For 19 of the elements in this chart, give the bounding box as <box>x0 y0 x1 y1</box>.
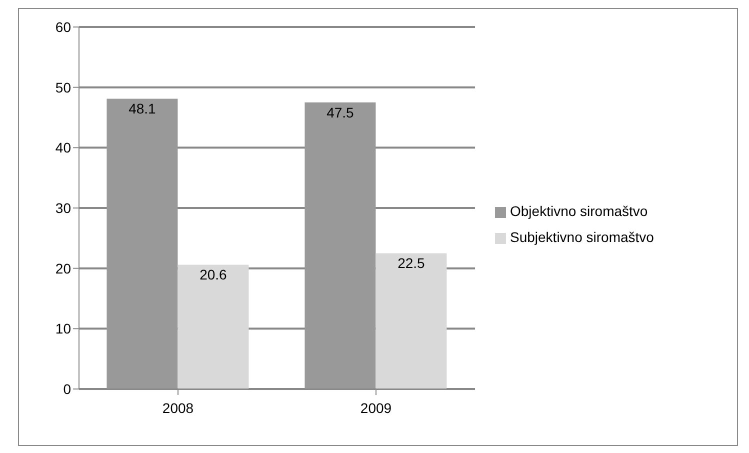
y-tick-label: 0 <box>63 380 72 397</box>
bar <box>304 102 376 389</box>
x-tick-label: 2009 <box>360 400 392 416</box>
data-label: 48.1 <box>128 100 156 117</box>
legend-label: Objektivno siromaštvo <box>510 203 648 219</box>
y-tick-label: 20 <box>55 260 72 276</box>
data-label: 47.5 <box>326 104 354 120</box>
bar <box>376 253 447 389</box>
y-tick-label: 30 <box>55 200 72 216</box>
x-tick-label: 2008 <box>162 400 194 416</box>
y-tick-label: 60 <box>55 18 72 35</box>
y-tick-label: 40 <box>55 140 72 156</box>
y-tick-label: 10 <box>55 320 72 337</box>
bar <box>178 264 249 389</box>
data-label: 22.5 <box>398 255 426 272</box>
bar <box>106 98 178 389</box>
data-label: 20.6 <box>200 266 228 283</box>
legend-label: Subjektivno siromaštvo <box>510 229 654 245</box>
y-tick-label: 50 <box>55 79 72 96</box>
